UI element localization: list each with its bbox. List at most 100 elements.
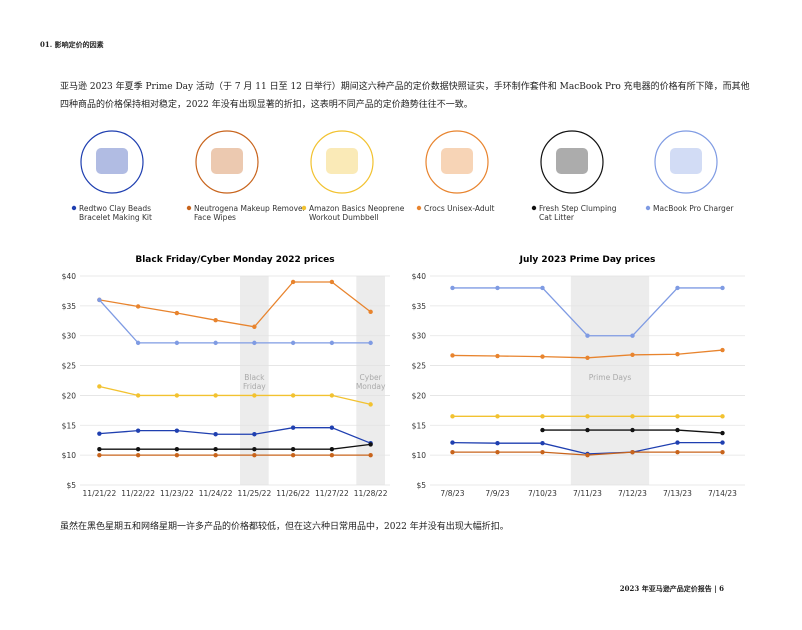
- data-point: [495, 285, 500, 291]
- data-point: [329, 393, 335, 398]
- data-point: [720, 449, 725, 455]
- intro-text: 亚马逊 2023 年夏季 Prime Day 活动（于 7 月 11 日至 12…: [60, 82, 750, 110]
- y-tick-label: $25: [62, 362, 77, 371]
- data-point: [585, 355, 590, 361]
- y-tick-label: $20: [62, 391, 77, 400]
- data-point: [329, 279, 335, 285]
- data-point: [675, 427, 680, 433]
- legend-label: MacBook Pro Charger: [653, 204, 734, 213]
- data-point: [97, 431, 102, 436]
- x-tick-label: 11/28/22: [354, 489, 388, 498]
- data-point: [540, 449, 545, 455]
- data-point: [540, 414, 545, 419]
- data-point: [540, 285, 545, 291]
- legend-line: Neutrogena Makeup Remover: [194, 204, 307, 213]
- data-point: [97, 452, 102, 458]
- data-point: [252, 452, 257, 458]
- legend-line: Amazon Basics Neoprene: [309, 204, 405, 213]
- data-point: [213, 393, 218, 398]
- data-point: [290, 340, 296, 346]
- data-point: [368, 340, 373, 346]
- data-point: [630, 352, 635, 358]
- x-tick-label: 11/25/22: [238, 489, 272, 498]
- y-tick-label: $5: [66, 481, 76, 490]
- data-point: [174, 428, 180, 433]
- product-icon: [211, 148, 243, 174]
- product-icon: [326, 148, 358, 174]
- annotation-line: Black: [244, 373, 265, 382]
- data-point: [174, 393, 180, 398]
- data-point: [540, 441, 545, 446]
- data-point: [450, 414, 455, 419]
- x-tick-label: 11/24/22: [199, 489, 233, 498]
- x-tick-label: 7/8/23: [440, 489, 464, 498]
- data-point: [675, 285, 680, 291]
- y-tick-label: $15: [412, 421, 427, 430]
- product-image: [654, 130, 718, 194]
- legend-label: Redtwo Clay Beads Bracelet Making Kit: [79, 204, 152, 222]
- legend-label: Fresh Step Clumping Cat Litter: [539, 204, 617, 222]
- highlight-band: [570, 276, 650, 485]
- annotation-line: Cyber: [360, 373, 383, 382]
- chart-title: July 2023 Prime Day prices: [519, 255, 656, 265]
- data-point: [720, 414, 725, 419]
- product-image: [195, 130, 259, 194]
- y-tick-label: $10: [62, 451, 77, 460]
- legend-dot: [71, 205, 77, 211]
- data-point: [495, 449, 500, 455]
- data-point: [720, 440, 725, 445]
- data-point: [329, 425, 335, 430]
- data-point: [135, 304, 141, 309]
- data-point: [585, 427, 590, 433]
- data-point: [252, 324, 257, 329]
- page-number: 6: [719, 584, 724, 593]
- data-point: [252, 340, 257, 346]
- legend-label: Crocs Unisex-Adult: [424, 204, 494, 213]
- legend-line: Redtwo Clay Beads: [79, 204, 151, 213]
- report-title: 2023 年亚马逊产品定价报告: [619, 584, 712, 593]
- x-tick-label: 7/14/23: [708, 489, 737, 498]
- data-point: [585, 452, 590, 458]
- x-tick-label: 7/12/23: [618, 489, 647, 498]
- legend-line: Face Wipes: [194, 213, 236, 222]
- data-point: [213, 446, 218, 452]
- legend-line: MacBook Pro Charger: [653, 204, 734, 213]
- data-point: [213, 340, 218, 346]
- product-image: [425, 130, 489, 194]
- data-point: [329, 446, 335, 452]
- data-point: [290, 279, 296, 285]
- legend-dot: [531, 205, 537, 211]
- x-tick-label: 7/9/23: [485, 489, 509, 498]
- data-point: [290, 446, 296, 452]
- data-point: [135, 428, 141, 433]
- data-point: [174, 310, 180, 316]
- data-point: [290, 393, 296, 398]
- data-point: [630, 414, 635, 419]
- data-point: [450, 353, 455, 358]
- annotation-line: Monday: [356, 382, 386, 391]
- legend-line: Workout Dumbbell: [309, 213, 379, 222]
- data-point: [368, 309, 373, 315]
- x-tick-label: 11/21/22: [83, 489, 117, 498]
- data-point: [495, 414, 500, 419]
- annotation-line: Friday: [243, 382, 266, 391]
- data-point: [135, 452, 141, 458]
- data-point: [720, 430, 725, 436]
- x-tick-label: 11/23/22: [160, 489, 194, 498]
- data-point: [174, 446, 180, 452]
- data-point: [135, 340, 141, 346]
- data-point: [368, 452, 373, 458]
- y-tick-label: $15: [62, 421, 77, 430]
- data-point: [675, 414, 680, 419]
- data-point: [213, 317, 218, 323]
- x-tick-label: 11/26/22: [276, 489, 310, 498]
- data-point: [97, 384, 102, 389]
- series-line: [99, 427, 371, 444]
- data-point: [450, 449, 455, 455]
- legend-label: Amazon Basics Neoprene Workout Dumbbell: [309, 204, 405, 222]
- legend-line: Fresh Step Clumping: [539, 204, 617, 213]
- data-point: [585, 333, 590, 338]
- y-tick-label: $5: [416, 481, 426, 490]
- section-header: 01. 影响定价的因素: [40, 40, 104, 49]
